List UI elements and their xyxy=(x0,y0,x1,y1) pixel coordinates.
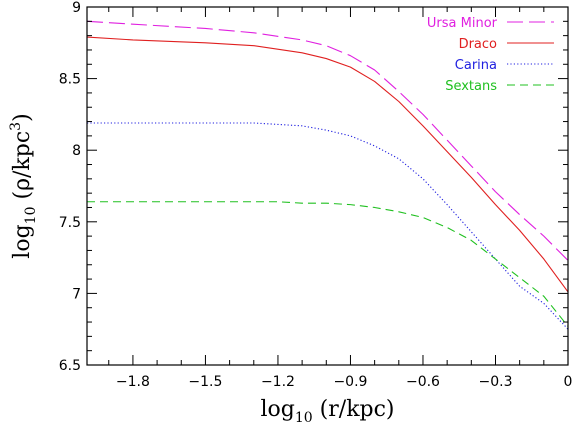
x-tick-label: −0.9 xyxy=(333,374,367,390)
y-tick-label: 8 xyxy=(72,143,81,159)
legend-label-ursa-minor: Ursa Minor xyxy=(427,16,498,31)
y-tick-label: 6.5 xyxy=(59,358,81,374)
y-axis-title-rest: (ρ/kpc xyxy=(10,131,35,207)
x-tick-label: −1.2 xyxy=(261,374,295,390)
x-axis-title: log10 (r/kpc) xyxy=(260,397,394,426)
y-axis-title-superscript: 3 xyxy=(8,122,24,131)
legend-label-draco: Draco xyxy=(459,37,497,52)
y-tick-label: 7.5 xyxy=(59,215,81,231)
x-tick-label: −1.5 xyxy=(188,374,222,390)
x-tick-label: 0 xyxy=(564,374,573,390)
series-line-carina xyxy=(87,122,569,330)
legend-label-sextans: Sextans xyxy=(445,79,497,94)
series-line-sextans xyxy=(87,201,569,327)
y-axis-title-end: ) xyxy=(10,113,35,122)
x-axis-title-subscript: 10 xyxy=(295,410,313,426)
axis-tick-labels: −1.8 −1.5 −1.2 −0.9 −0.6 −0.3 0 6.5 7 7.5 8 8.5 9 xyxy=(59,0,573,390)
y-axis-title: log10 (ρ/kpc3) xyxy=(8,113,39,258)
x-tick-label: −0.6 xyxy=(406,374,440,390)
series-line-draco xyxy=(86,36,569,293)
plot-frame xyxy=(86,6,569,366)
legend-label-carina: Carina xyxy=(455,58,497,73)
legend: Ursa Minor Draco Carina Sextans xyxy=(427,16,554,94)
y-axis-title-main: log xyxy=(10,224,35,258)
axis-ticks xyxy=(87,6,569,366)
y-tick-label: 7 xyxy=(72,286,81,302)
x-tick-label: −1.8 xyxy=(116,374,150,390)
y-tick-label: 9 xyxy=(72,0,81,16)
y-axis-title-subscript: 10 xyxy=(23,206,39,224)
series-layer xyxy=(86,20,569,330)
x-axis-title-rest: (r/kpc) xyxy=(313,397,395,422)
x-axis-title-main: log xyxy=(260,397,294,422)
x-tick-label: −0.3 xyxy=(478,374,512,390)
series-line-ursa-minor xyxy=(86,20,569,261)
y-tick-label: 8.5 xyxy=(59,72,81,88)
